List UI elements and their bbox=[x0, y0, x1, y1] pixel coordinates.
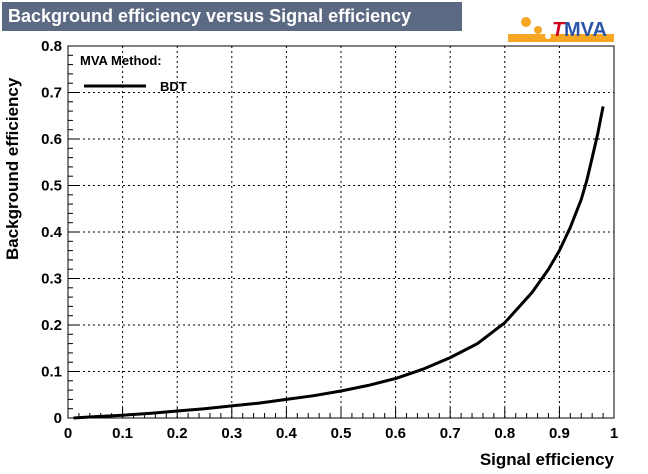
x-tick-label: 1 bbox=[610, 425, 618, 442]
x-tick-label: 0.7 bbox=[440, 425, 461, 442]
legend-header: MVA Method: bbox=[80, 53, 162, 68]
logo-text-mva: MVA bbox=[564, 19, 607, 41]
legend: MVA Method: BDT bbox=[80, 53, 187, 94]
axis-ticks bbox=[67, 45, 615, 419]
logo-dot-white bbox=[545, 33, 551, 39]
chart-title-box: Background efficiency versus Signal effi… bbox=[2, 2, 462, 31]
logo-bar bbox=[508, 34, 614, 42]
y-tick-labels: 0 0.1 0.2 0.3 0.4 0.5 0.6 0.7 0.8 bbox=[41, 38, 63, 427]
x-axis-title: Signal efficiency bbox=[480, 450, 615, 469]
tmva-logo-icon: T MVA bbox=[508, 14, 614, 42]
y-tick-label: 0.5 bbox=[41, 178, 62, 195]
x-tick-label: 0 bbox=[64, 425, 72, 442]
chart-title: Background efficiency versus Signal effi… bbox=[8, 6, 412, 26]
y-tick-label: 0 bbox=[54, 410, 62, 427]
x-tick-label: 0.8 bbox=[494, 425, 515, 442]
y-tick-label: 0.1 bbox=[41, 364, 62, 381]
y-tick-label: 0.3 bbox=[41, 271, 62, 288]
y-tick-label: 0.6 bbox=[41, 131, 62, 148]
legend-entry-bdt: BDT bbox=[160, 79, 187, 94]
x-tick-label: 0.6 bbox=[385, 425, 406, 442]
logo-dot-orange-2 bbox=[534, 26, 542, 34]
x-tick-label: 0.5 bbox=[331, 425, 352, 442]
x-tick-label: 0.1 bbox=[112, 425, 133, 442]
logo-graphic: T MVA bbox=[508, 17, 614, 42]
grid-lines bbox=[68, 46, 614, 418]
x-tick-label: 0.3 bbox=[221, 425, 242, 442]
x-tick-labels: 0 0.1 0.2 0.3 0.4 0.5 0.6 0.7 0.8 0.9 1 bbox=[64, 425, 618, 442]
logo-text-t: T bbox=[552, 19, 566, 41]
x-tick-label: 0.9 bbox=[549, 425, 570, 442]
y-axis-title: Background efficiency bbox=[3, 77, 22, 260]
y-tick-label: 0.7 bbox=[41, 85, 62, 102]
x-tick-label: 0.2 bbox=[167, 425, 188, 442]
x-tick-label: 0.4 bbox=[276, 425, 298, 442]
logo-dot-orange bbox=[521, 17, 531, 27]
bdt-roc-curve bbox=[73, 106, 605, 420]
y-tick-label: 0.2 bbox=[41, 317, 62, 334]
y-tick-label: 0.8 bbox=[41, 38, 62, 55]
y-tick-label: 0.4 bbox=[41, 224, 63, 241]
